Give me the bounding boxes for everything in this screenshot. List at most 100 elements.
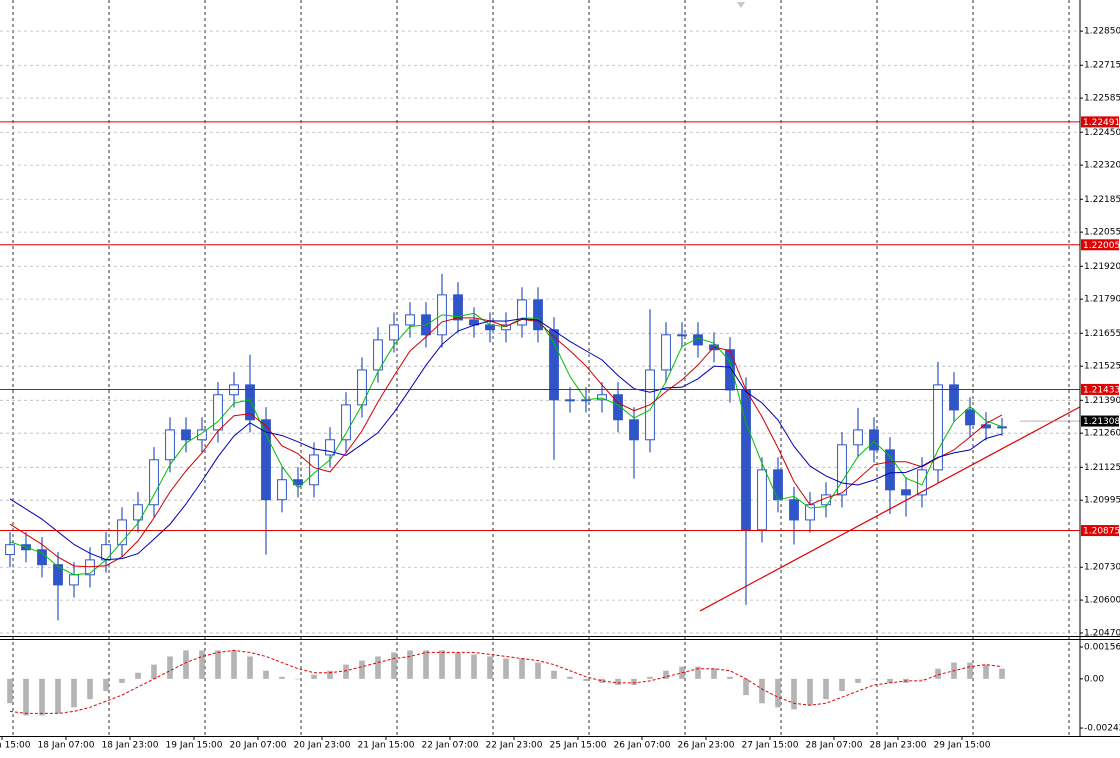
histogram-bar <box>855 678 861 683</box>
histogram-bar <box>7 678 13 704</box>
last-price-box <box>1081 415 1119 427</box>
level-label: 1.22491 <box>1083 118 1120 128</box>
histogram-bar <box>871 678 877 680</box>
y-tick-label: 1.21525 <box>1084 362 1120 372</box>
candle-body <box>677 334 687 337</box>
candle-body <box>133 504 143 521</box>
y-tick-label: 1.21260 <box>1084 429 1120 439</box>
y-tick-label: 1.22450 <box>1084 128 1120 138</box>
level-label-box <box>1081 383 1119 395</box>
x-tick-label: 29 Jan 15:00 <box>934 741 991 751</box>
x-tick-label: 18 Jan 07:00 <box>38 741 95 751</box>
candle-body <box>341 404 351 441</box>
candle-body <box>789 499 799 521</box>
candle-body <box>165 429 175 461</box>
y-tick-label: 1.21125 <box>1084 463 1120 473</box>
candle-body <box>629 419 639 441</box>
histogram-bar <box>247 656 253 679</box>
histogram-bar <box>359 660 365 679</box>
y-tick-label: 1.22715 <box>1084 61 1120 71</box>
last-price-label: 1.21308 <box>1083 417 1120 427</box>
candle-body <box>725 349 735 391</box>
candle-body <box>53 564 63 586</box>
histogram-bar <box>663 670 669 679</box>
candle-body <box>357 369 367 406</box>
candle-body <box>805 504 815 521</box>
histogram-bar <box>311 674 317 679</box>
histogram-bar <box>807 678 813 706</box>
candle-body <box>309 454 319 486</box>
moving-average <box>9 318 1003 561</box>
y-tick-label: 1.22850 <box>1084 27 1120 37</box>
y-tick-label: 1.20600 <box>1084 596 1120 606</box>
histogram-bar <box>103 678 109 692</box>
histogram-bar <box>391 652 397 679</box>
candle-body <box>197 429 207 441</box>
histogram-bar <box>327 670 333 679</box>
candle-body <box>533 299 543 331</box>
histogram-bar <box>967 662 973 679</box>
histogram-bar <box>343 664 349 679</box>
histogram-bar <box>887 678 893 683</box>
moving-average <box>9 317 1003 568</box>
y-tick-label: 0.001568 <box>1084 642 1120 652</box>
candle-body <box>869 429 879 451</box>
histogram-bar <box>759 678 765 704</box>
histogram-bar <box>791 678 797 710</box>
histogram-bar <box>23 678 29 716</box>
histogram-bar <box>279 676 285 679</box>
histogram-bar <box>71 678 77 708</box>
histogram-bar <box>551 670 557 679</box>
y-tick-label: 1.22055 <box>1084 228 1120 238</box>
x-tick-label: 20 Jan 07:00 <box>230 741 287 751</box>
histogram-bar <box>935 668 941 679</box>
candle-body <box>757 469 767 531</box>
y-tick-label: 1.22185 <box>1084 195 1120 205</box>
level-label-box <box>1081 116 1119 128</box>
histogram-bar <box>215 650 221 679</box>
histogram-bar <box>295 678 301 680</box>
x-tick-label: 20 Jan 23:00 <box>294 741 351 751</box>
histogram-bar <box>183 650 189 679</box>
x-tick-label: 19 Jan 15:00 <box>166 741 223 751</box>
histogram-bar <box>919 678 925 680</box>
y-tick-label: 1.21920 <box>1084 262 1120 272</box>
histogram-bar <box>631 678 637 685</box>
candle-body <box>853 429 863 446</box>
histogram-bar <box>423 650 429 679</box>
histogram-bar <box>567 676 573 679</box>
x-tick-label: 22 Jan 07:00 <box>422 741 479 751</box>
candle-body <box>453 294 463 321</box>
candle-body <box>101 544 111 561</box>
histogram-bar <box>151 664 157 679</box>
level-label: 1.21433 <box>1083 385 1120 395</box>
level-label-box <box>1081 525 1119 537</box>
histogram-bar <box>727 676 733 679</box>
y-tick-label: 1.21790 <box>1084 295 1120 305</box>
histogram-bar <box>135 672 141 679</box>
histogram-bar <box>167 656 173 679</box>
y-tick-label: 1.20995 <box>1084 496 1120 506</box>
x-tick-label: 26 Jan 23:00 <box>678 741 735 751</box>
histogram-bar <box>471 654 477 679</box>
histogram-bar <box>87 678 93 700</box>
candle-body <box>597 394 607 401</box>
candle-body <box>661 334 671 371</box>
level-label: 1.22005 <box>1083 241 1120 251</box>
candle-body <box>69 574 79 586</box>
histogram-bar <box>599 678 605 683</box>
histogram-bar <box>407 650 413 679</box>
candle-body <box>501 324 511 331</box>
histogram-bar <box>519 658 525 679</box>
histogram-bar <box>695 666 701 679</box>
x-tick-label: 21 Jan 15:00 <box>358 741 415 751</box>
histogram-bar <box>535 662 541 679</box>
histogram-bar <box>503 658 509 679</box>
candle-body <box>821 494 831 506</box>
histogram-bar <box>455 652 461 679</box>
candle-body <box>405 314 415 326</box>
candle-body <box>901 489 911 496</box>
candle-body <box>373 339 383 371</box>
candle-body <box>837 444 847 496</box>
